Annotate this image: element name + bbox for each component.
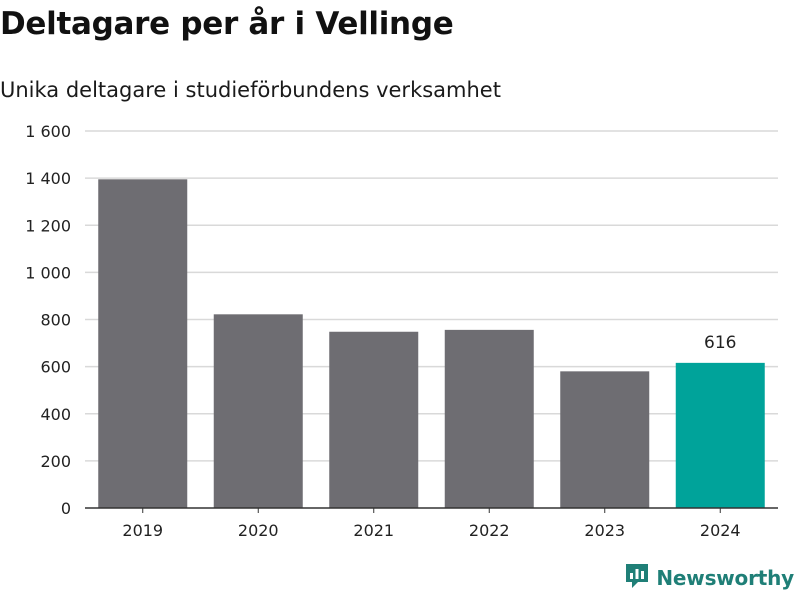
bar-2021 <box>329 331 419 508</box>
x-tick-label: 2023 <box>584 521 625 540</box>
bar-2019 <box>98 179 188 508</box>
chart-title: Deltagare per år i Vellinge <box>0 6 454 42</box>
bar-2020 <box>213 314 303 508</box>
x-tick-label: 2019 <box>122 521 163 540</box>
x-tick-label: 2024 <box>700 521 741 540</box>
y-tick-label: 800 <box>40 311 71 330</box>
x-axis <box>85 507 778 513</box>
y-tick-label: 0 <box>61 499 71 518</box>
y-tick-label: 1 400 <box>25 169 71 188</box>
data-label: 616 <box>704 333 736 353</box>
y-tick-label: 1 200 <box>25 216 71 235</box>
chart-subtitle: Unika deltagare i studieförbundens verks… <box>0 78 501 102</box>
grid-lines <box>85 130 778 462</box>
x-tick-label: 2020 <box>238 521 279 540</box>
y-tick-label: 1 000 <box>25 263 71 282</box>
x-tick-label: 2022 <box>469 521 510 540</box>
bar-2024 <box>675 362 765 508</box>
bar-2022 <box>444 329 534 508</box>
newsworthy-logo-text: Newsworthy <box>656 566 794 590</box>
bar-2023 <box>560 371 650 508</box>
newsworthy-logo-icon <box>624 562 650 594</box>
x-tick-label: 2021 <box>353 521 394 540</box>
labels: 0 200 400 600 800 1 000 1 200 1 400 1 600 2019 202… <box>25 122 740 540</box>
y-tick-label: 1 600 <box>25 122 71 141</box>
y-tick-label: 400 <box>40 405 71 424</box>
newsworthy-logo: Newsworthy <box>624 562 794 594</box>
y-tick-label: 200 <box>40 452 71 471</box>
y-tick-label: 600 <box>40 358 71 377</box>
bars <box>98 179 765 508</box>
